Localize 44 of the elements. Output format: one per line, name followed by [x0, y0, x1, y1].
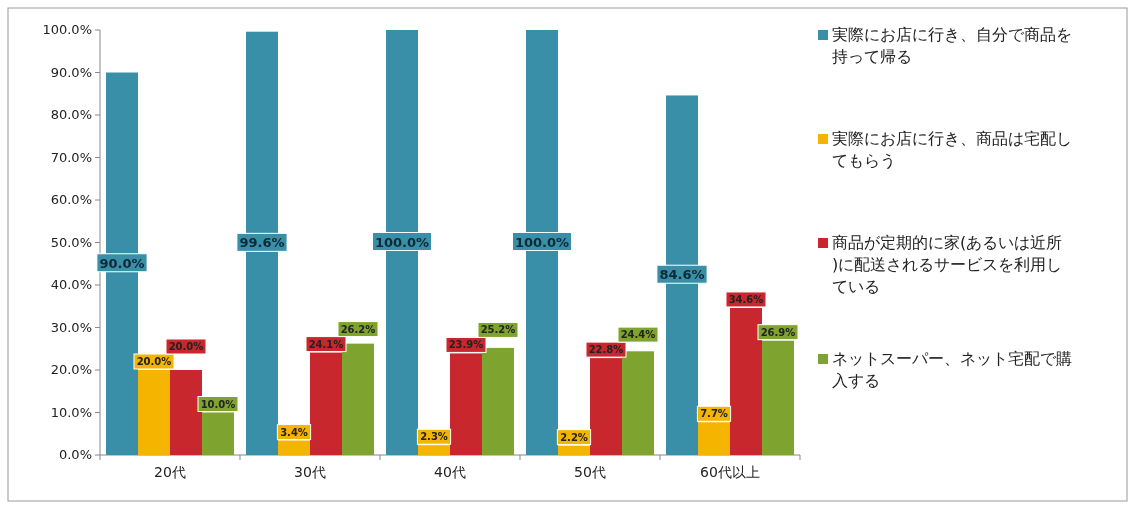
text: 90.0% — [99, 255, 145, 271]
text: 2.3% — [420, 431, 448, 443]
y-tick-label: 10.0% — [50, 404, 92, 420]
text: 3.4% — [280, 426, 308, 438]
x-tick-label: 50代 — [574, 464, 606, 480]
text: 2.2% — [560, 431, 588, 443]
text: 99.6% — [239, 235, 285, 251]
legend-label: 実際にお店に行き、自分で商品を持って帰る — [832, 25, 1072, 66]
y-tick-label: 20.0% — [50, 362, 92, 377]
text: 34.6% — [728, 293, 764, 305]
x-tick-label: 60代以上 — [700, 464, 760, 480]
text: 25.2% — [480, 324, 516, 336]
x-tick-label: 30代 — [294, 464, 326, 480]
legend-label: 実際にお店に行き、商品は宅配してもらう — [832, 129, 1072, 170]
text: 100.0% — [514, 234, 570, 250]
text: 22.8% — [588, 344, 624, 356]
y-tick-label: 70.0% — [50, 149, 92, 165]
text: 23.9% — [448, 339, 484, 351]
bar — [342, 343, 374, 455]
y-tick-label: 50.0% — [50, 234, 92, 250]
bar — [622, 351, 654, 455]
text: 24.1% — [308, 338, 344, 350]
y-tick-label: 60.0% — [50, 192, 92, 207]
legend-label: 商品が定期的に家(あるいは近所)に配送されるサービスを利用している — [832, 233, 1063, 296]
text: 10.0% — [200, 398, 236, 410]
x-tick-label: 40代 — [434, 464, 466, 480]
text: 7.7% — [700, 408, 728, 420]
y-tick-label: 90.0% — [50, 64, 92, 80]
text: 20.0% — [136, 356, 172, 367]
y-tick-label: 40.0% — [50, 277, 92, 292]
text: 26.9% — [760, 326, 796, 338]
text: 20.0% — [168, 341, 204, 352]
text: 26.2% — [340, 323, 376, 335]
y-tick-label: 30.0% — [50, 319, 92, 335]
bar — [482, 347, 514, 455]
text: 84.6% — [659, 267, 705, 283]
text: 100.0% — [374, 234, 430, 250]
y-tick-label: 100.0% — [42, 22, 92, 37]
y-tick-label: 0.0% — [58, 447, 92, 462]
bar — [170, 370, 202, 455]
y-tick-label: 80.0% — [50, 107, 92, 122]
legend-label: ネットスーパー、ネット宅配で購入する — [832, 349, 1072, 390]
x-tick-label: 20代 — [154, 464, 186, 480]
text: 24.4% — [620, 329, 656, 341]
